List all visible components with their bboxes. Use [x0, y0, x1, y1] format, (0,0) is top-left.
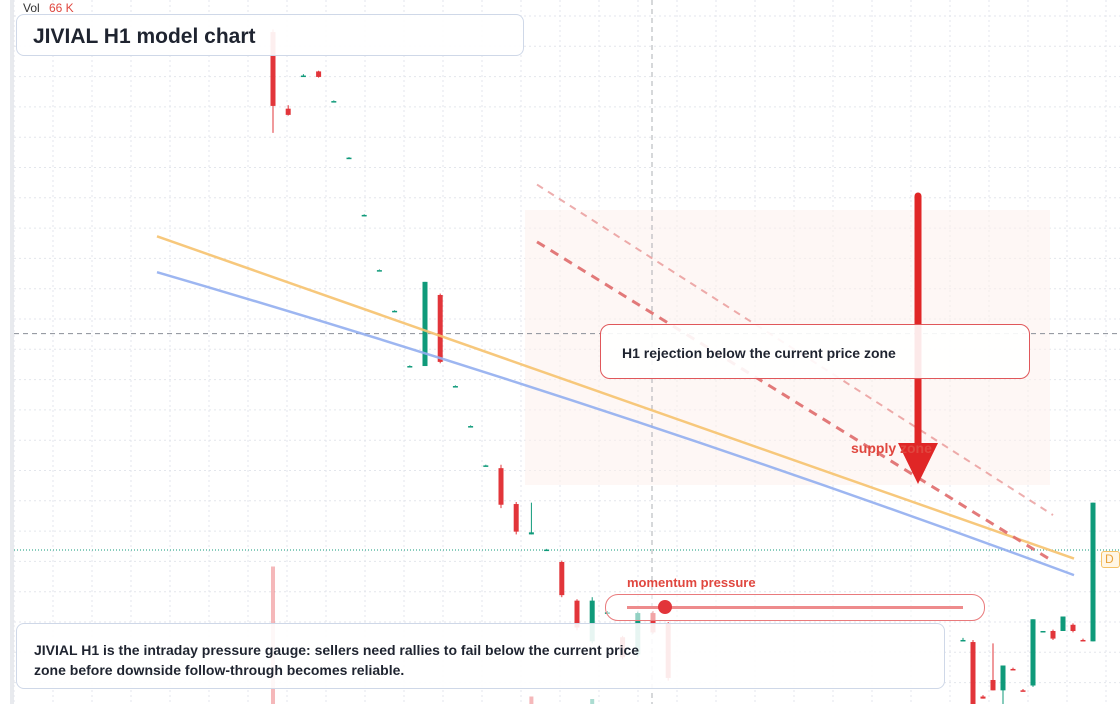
- candle: [316, 71, 322, 77]
- left-axis-strip: [10, 0, 14, 704]
- candle: [422, 281, 428, 367]
- candle: [468, 426, 474, 428]
- rejection-callout[interactable]: H1 rejection below the current price zon…: [600, 324, 1030, 379]
- candle: [1000, 665, 1006, 691]
- supply-zone-label: supply zone: [851, 440, 932, 456]
- volume-bar: [590, 699, 595, 704]
- candle: [650, 613, 656, 633]
- gauge-track: [627, 606, 963, 609]
- candle: [970, 642, 976, 704]
- momentum-pressure-label: momentum pressure: [627, 575, 756, 590]
- note-text: JIVIAL H1 is the intraday pressure gauge…: [34, 642, 640, 678]
- candle: [1030, 619, 1036, 686]
- chart-title-box: JIVIAL H1 model chart: [16, 14, 524, 56]
- candle: [528, 532, 534, 535]
- down-arrow-head: [898, 443, 938, 484]
- gauge-knob[interactable]: [657, 600, 672, 614]
- moving-average-slow: [156, 270, 1075, 577]
- chart-title: JIVIAL H1 model chart: [33, 25, 256, 48]
- candle: [437, 294, 443, 362]
- candle: [392, 310, 398, 313]
- note-box: JIVIAL H1 is the intraday pressure gauge…: [16, 623, 945, 689]
- candle: [300, 75, 306, 78]
- dividend-badge[interactable]: D: [1101, 551, 1120, 568]
- candle: [376, 270, 382, 272]
- candle: [483, 465, 489, 467]
- candle: [559, 562, 565, 596]
- trend-line-dashed: [536, 240, 1054, 563]
- candle: [960, 639, 966, 642]
- moving-average-fast: [156, 235, 1075, 560]
- candle: [513, 504, 519, 532]
- candle: [1040, 631, 1046, 633]
- candle: [407, 366, 413, 368]
- momentum-gauge[interactable]: [605, 594, 985, 621]
- candle: [990, 679, 996, 691]
- candle: [1080, 639, 1086, 642]
- candle: [1090, 502, 1096, 642]
- candle: [980, 696, 986, 699]
- candle: [346, 157, 352, 160]
- volume-value: 66 K: [49, 1, 74, 15]
- candle: [361, 214, 367, 217]
- candle: [1010, 668, 1016, 671]
- candle: [285, 108, 291, 115]
- candle: [1050, 631, 1056, 639]
- volume-bar: [529, 696, 534, 704]
- candle: [1060, 616, 1066, 631]
- candle: [544, 549, 550, 552]
- callout-text: H1 rejection below the current price zon…: [622, 345, 896, 361]
- candle: [452, 386, 458, 388]
- candle: [574, 600, 580, 628]
- candle: [1070, 624, 1076, 631]
- candle: [1020, 690, 1026, 692]
- volume-label: Vol: [23, 1, 40, 15]
- candle: [498, 468, 504, 505]
- trend-line-dashed-light: [536, 183, 1054, 516]
- candle: [331, 101, 337, 103]
- candle: [270, 32, 276, 106]
- candle: [589, 600, 595, 642]
